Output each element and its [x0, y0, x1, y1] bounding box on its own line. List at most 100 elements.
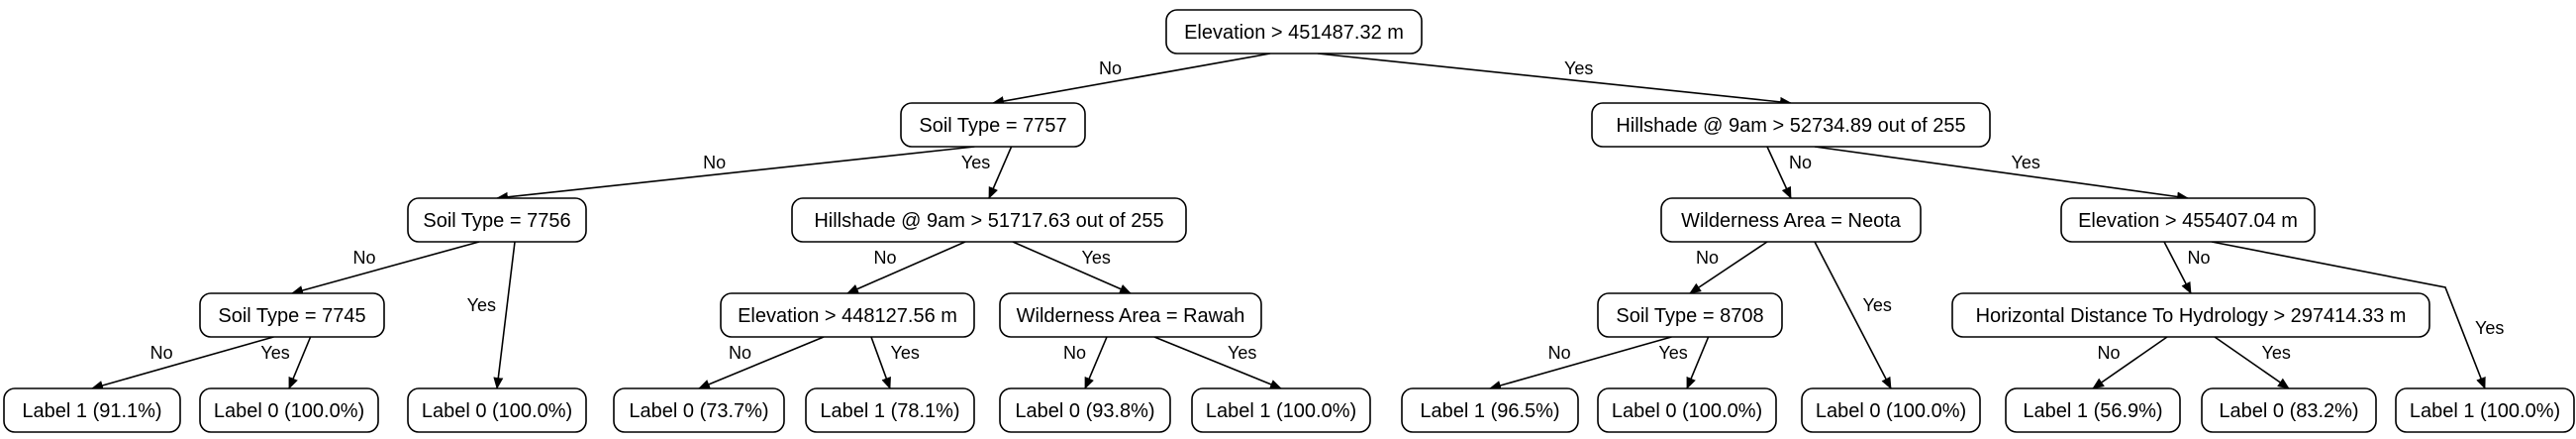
node-box	[199, 292, 385, 338]
leaf-node-n16: Label 0 (100.0%)	[199, 387, 379, 433]
edge-n10-n19	[1084, 336, 1108, 389]
edge-label-yes: Yes	[2012, 153, 2040, 172]
node-box	[1165, 9, 1423, 55]
edge-n13-n23	[2092, 336, 2168, 389]
leaf-node-n22: Label 0 (100.0%)	[1597, 387, 1777, 433]
edge-n7-n16	[288, 336, 312, 389]
edge-n9-n18	[870, 336, 891, 389]
node-box	[1191, 387, 1371, 433]
node-label: Label 0 (100.0%)	[422, 400, 572, 422]
node-label: Label 1 (100.0%)	[2410, 400, 2560, 422]
node-label: Horizontal Distance To Hydrology > 29741…	[1976, 305, 2407, 327]
edge-n0-n2	[1317, 53, 1792, 107]
node-label: Label 1 (56.9%)	[2023, 400, 2162, 422]
edge-label-no: No	[2097, 343, 2120, 363]
node-box	[1951, 292, 2430, 338]
node-box	[407, 197, 587, 243]
node-box	[2201, 387, 2377, 433]
edge-n6-n13	[2163, 241, 2192, 294]
edge-label-no: No	[352, 248, 375, 268]
leaf-node-n17: Label 0 (73.7%)	[613, 387, 785, 433]
edge-n0-n1	[992, 53, 1271, 106]
node-label: Label 1 (91.1%)	[22, 400, 161, 422]
leaf-node-n23: Label 1 (56.9%)	[2005, 387, 2181, 433]
node-box	[805, 387, 975, 433]
decision-node-n2: Hillshade @ 9am > 52734.89 out of 255	[1591, 102, 1991, 148]
decision-node-n0: Elevation > 451487.32 m	[1165, 9, 1423, 55]
edge-label-yes: Yes	[1658, 343, 1687, 363]
edge-label-no: No	[729, 343, 751, 363]
decision-node-n10: Wilderness Area = Rawah	[999, 292, 1262, 338]
decision-node-n6: Elevation > 455407.04 m	[2060, 197, 2316, 243]
edge-n1-n3	[496, 146, 975, 202]
leaf-node-n18: Label 1 (78.1%)	[805, 387, 975, 433]
leaf-node-n19: Label 0 (93.8%)	[999, 387, 1171, 433]
edge-n11-n22	[1686, 336, 1710, 389]
edge-n6-n14	[2211, 241, 2486, 389]
node-box	[407, 387, 587, 433]
node-box	[2005, 387, 2181, 433]
edge-n5-n11	[1689, 241, 1768, 294]
decision-node-n11: Soil Type = 8708	[1597, 292, 1783, 338]
edge-label-no: No	[1548, 343, 1571, 363]
edge-label-yes: Yes	[260, 343, 289, 363]
leaf-node-n21: Label 1 (96.5%)	[1401, 387, 1579, 433]
leaf-node-n8: Label 0 (100.0%)	[407, 387, 587, 433]
edges-layer: No Yes No Yes No Yes No Yes No Yes No Yes No Yes No Yes…	[91, 53, 2504, 390]
node-box	[720, 292, 975, 338]
node-box	[1597, 292, 1783, 338]
leaf-node-n24: Label 0 (83.2%)	[2201, 387, 2377, 433]
node-label: Soil Type = 7745	[218, 305, 365, 327]
node-label: Elevation > 451487.32 m	[1184, 22, 1404, 44]
nodes-layer: Elevation > 451487.32 m Soil Type = 7757 H…	[3, 9, 2575, 433]
edge-label-no: No	[1099, 58, 1122, 78]
edge-label-yes: Yes	[2262, 343, 2291, 363]
edge-n1-n4	[988, 146, 1013, 199]
edge-n9-n17	[698, 336, 825, 389]
edge-label-no: No	[1063, 343, 1086, 363]
edge-label-yes: Yes	[961, 153, 990, 172]
node-label: Wilderness Area = Rawah	[1017, 305, 1245, 327]
edge-label-no: No	[703, 153, 726, 172]
node-box	[1597, 387, 1777, 433]
node-box	[1801, 387, 1981, 433]
node-box	[791, 197, 1187, 243]
node-label: Hillshade @ 9am > 51717.63 out of 255	[814, 210, 1163, 232]
edge-n5-n12	[1814, 241, 1892, 389]
node-label: Soil Type = 8708	[1616, 305, 1763, 327]
node-box	[999, 292, 1262, 338]
edge-n3-n7	[291, 241, 480, 295]
node-box	[1660, 197, 1922, 243]
edge-label-no: No	[150, 343, 173, 363]
edge-n4-n10	[1012, 241, 1132, 294]
node-label: Soil Type = 7757	[919, 115, 1066, 137]
node-label: Wilderness Area = Neota	[1681, 210, 1902, 232]
leaf-node-n12: Label 0 (100.0%)	[1801, 387, 1981, 433]
edge-n11-n21	[1489, 336, 1672, 390]
decision-node-n9: Elevation > 448127.56 m	[720, 292, 975, 338]
node-box	[1401, 387, 1579, 433]
edge-n3-n8	[493, 241, 516, 389]
leaf-node-n20: Label 1 (100.0%)	[1191, 387, 1371, 433]
edge-label-no: No	[2188, 248, 2211, 268]
node-box	[199, 387, 379, 433]
edge-n4-n9	[846, 241, 966, 294]
edge-n10-n20	[1153, 336, 1282, 389]
node-box	[2060, 197, 2316, 243]
edge-n13-n24	[2214, 336, 2290, 389]
decision-node-n5: Wilderness Area = Neota	[1660, 197, 1922, 243]
node-label: Label 0 (100.0%)	[214, 400, 364, 422]
decision-node-n13: Horizontal Distance To Hydrology > 29741…	[1951, 292, 2430, 338]
node-label: Label 0 (100.0%)	[1816, 400, 1966, 422]
node-box	[900, 102, 1086, 148]
edge-label-no: No	[873, 248, 896, 268]
edge-label-yes: Yes	[891, 343, 920, 363]
node-box	[999, 387, 1171, 433]
node-label: Label 0 (73.7%)	[629, 400, 768, 422]
edge-n2-n5	[1766, 146, 1792, 199]
node-box	[1591, 102, 1991, 148]
edge-label-yes: Yes	[467, 295, 496, 315]
decision-node-n7: Soil Type = 7745	[199, 292, 385, 338]
edge-label-yes: Yes	[1082, 248, 1111, 268]
